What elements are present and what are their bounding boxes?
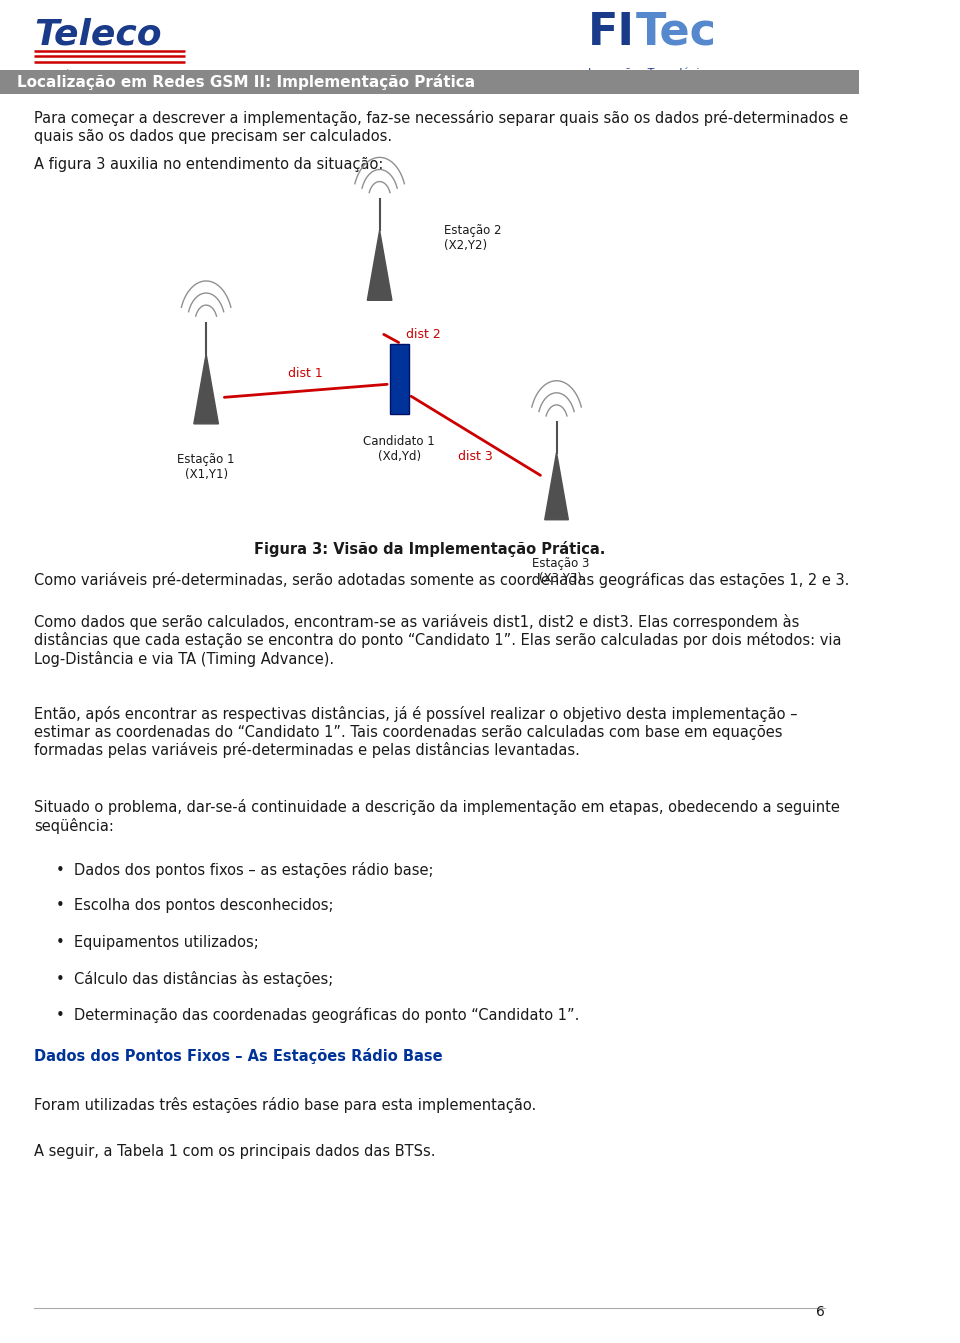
Text: Estação 2
(X2,Y2): Estação 2 (X2,Y2) [444,224,501,251]
Text: dist 2: dist 2 [406,329,442,341]
Text: A figura 3 auxilia no entendimento da situação:: A figura 3 auxilia no entendimento da si… [35,157,384,172]
Text: •  Determinação das coordenadas geográficas do ponto “Candidato 1”.: • Determinação das coordenadas geográfic… [56,1007,579,1023]
Text: •  Cálculo das distâncias às estações;: • Cálculo das distâncias às estações; [56,971,333,987]
Text: Então, após encontrar as respectivas distâncias, já é possível realizar o objeti: Então, após encontrar as respectivas dis… [35,706,798,759]
Text: Figura 3: Visão da Implementação Prática.: Figura 3: Visão da Implementação Prática… [253,541,605,557]
Polygon shape [544,453,568,520]
Text: dist 3: dist 3 [459,450,493,463]
Text: A seguir, a Tabela 1 com os principais dados das BTSs.: A seguir, a Tabela 1 com os principais d… [35,1144,436,1159]
Polygon shape [368,231,392,301]
Text: 6: 6 [816,1305,825,1319]
Bar [390,344,409,414]
Text: Como variáveis pré-determinadas, serão adotadas somente as coordenadas geográfic: Como variáveis pré-determinadas, serão a… [35,572,850,588]
Text: Estação 3
(X3,Y3): Estação 3 (X3,Y3) [532,557,589,586]
Text: Para começar a descrever a implementação, faz-se necessário separar quais são os: Para começar a descrever a implementação… [35,110,849,144]
Text: •  Equipamentos utilizados;: • Equipamentos utilizados; [56,935,258,950]
Text: Tec: Tec [636,11,716,54]
Text: Como dados que serão calculados, encontram-se as variáveis dist1, dist2 e dist3.: Como dados que serão calculados, encontr… [35,614,842,667]
Text: Teleco: Teleco [35,17,162,52]
Text: Situado o problema, dar-se-á continuidade a descrição da implementação em etapas: Situado o problema, dar-se-á continuidad… [35,799,840,834]
Text: Dados dos Pontos Fixos – As Estações Rádio Base: Dados dos Pontos Fixos – As Estações Rád… [35,1048,443,1064]
Text: Inovações Tecnológicas: Inovações Tecnológicas [588,67,719,78]
Text: Inteligência em Telecomunicações: Inteligência em Telecomunicações [35,70,202,81]
Text: Foram utilizadas três estações rádio base para esta implementação.: Foram utilizadas três estações rádio bas… [35,1097,537,1113]
Bar [0,70,859,94]
Text: •  Escolha dos pontos desconhecidos;: • Escolha dos pontos desconhecidos; [56,898,333,913]
Text: Localização em Redes GSM II: Implementação Prática: Localização em Redes GSM II: Implementaç… [17,74,475,90]
Text: Candidato 1
(Xd,Yd): Candidato 1 (Xd,Yd) [364,435,435,463]
Polygon shape [194,355,219,424]
Text: FI: FI [588,11,636,54]
Text: dist 1: dist 1 [288,368,324,380]
Text: •  Dados dos pontos fixos – as estações rádio base;: • Dados dos pontos fixos – as estações r… [56,862,433,878]
Text: Estação 1
(X1,Y1): Estação 1 (X1,Y1) [178,453,235,481]
